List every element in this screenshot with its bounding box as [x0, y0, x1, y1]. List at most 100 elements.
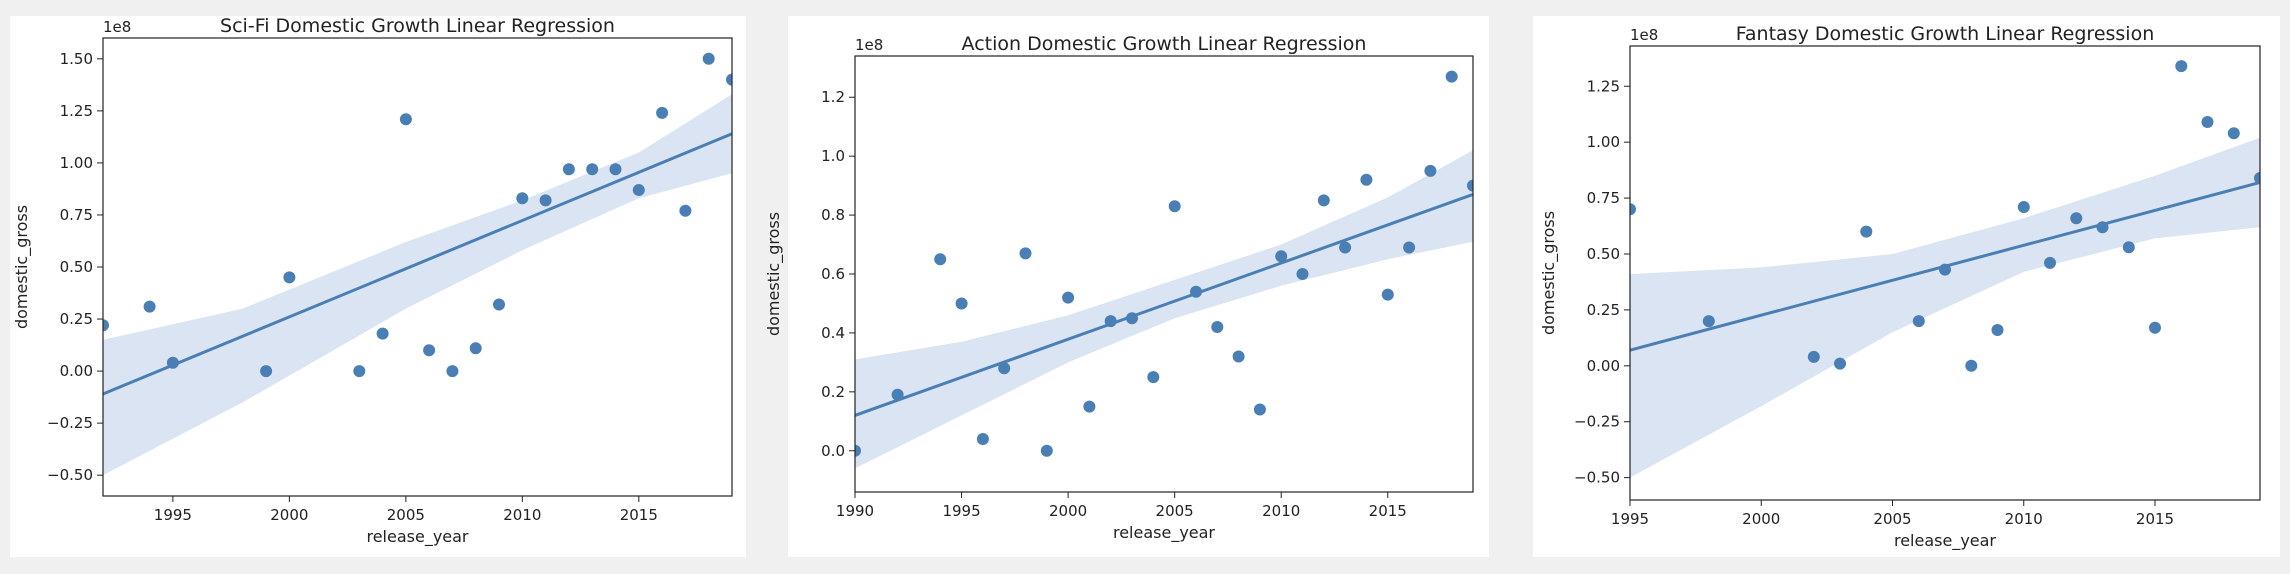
scifi-data-point [423, 344, 436, 357]
scifi-data-point [586, 163, 599, 176]
fantasy-data-point [1991, 324, 2004, 336]
fantasy-y-axis-label: domestic_gross [1539, 211, 1559, 335]
action-y-axis-label: domestic_gross [764, 212, 784, 336]
scifi-x-tick-label: 2005 [387, 506, 425, 524]
fantasy-x-tick-label: 2010 [2005, 510, 2043, 528]
scifi-regression-line [103, 132, 732, 396]
scifi-y-tick-label: 1.25 [60, 102, 93, 120]
action-data-point [976, 433, 989, 445]
fantasy-data-point [2201, 116, 2214, 128]
action-data-point [1445, 70, 1458, 83]
action-x-tick-label: 2010 [1262, 502, 1300, 520]
action-data-point [855, 444, 861, 457]
action-x-tick-label: 1990 [836, 502, 874, 520]
scifi-data-point [726, 73, 732, 86]
action-regression-line [855, 193, 1473, 417]
scifi-x-tick-label: 2010 [503, 506, 541, 524]
fantasy-axes-frame [1629, 45, 2261, 501]
scifi-data-point [446, 365, 459, 378]
scifi-y-tick-label: −0.50 [47, 466, 93, 484]
fantasy-data-point [2044, 256, 2056, 269]
action-data-point [1019, 247, 1032, 260]
action-data-point [955, 297, 968, 310]
fantasy-y-tick-label: −0.25 [1574, 413, 1620, 431]
scifi-data-point [143, 300, 156, 313]
fantasy-data-point [2070, 212, 2083, 225]
action-data-point [1296, 268, 1309, 280]
action-x-tick-label: 2005 [1156, 502, 1194, 520]
scifi-x-axis-label: release_year [366, 527, 468, 547]
scifi-chart: 1995 2000 2005 2010 2015 −0.50 −0.25 0.00 0.25 0.… [12, 15, 733, 547]
scifi-x-tick-label: 2015 [620, 506, 658, 524]
action-data-point [1147, 371, 1160, 384]
fantasy-chart-panel: 1995 2000 2005 2010 2015 −0.50 −0.25 0.00 0.25 0.… [1533, 16, 2280, 557]
fantasy-y-tick-label: 0.75 [1587, 189, 1620, 207]
action-data-point [1360, 173, 1373, 186]
scifi-data-point [702, 52, 715, 65]
action-data-point [1467, 179, 1473, 192]
action-y-tick-label: 0.8 [821, 206, 845, 224]
fantasy-x-tick-label: 1995 [1611, 510, 1649, 528]
scifi-y-tick-label: 0.75 [60, 206, 93, 224]
action-axes-frame [854, 55, 1474, 493]
action-data-point [1275, 250, 1288, 263]
action-y-tick-label: 0.6 [821, 265, 845, 283]
action-x-tick-label: 2000 [1049, 502, 1087, 520]
scifi-plot-area [103, 52, 732, 476]
scifi-data-point [353, 365, 366, 378]
fantasy-x-tick-label: 2000 [1742, 510, 1780, 528]
fantasy-data-point [1630, 203, 1636, 216]
action-y-tick-label: 1.0 [821, 147, 845, 165]
fantasy-plot-area [1630, 60, 2260, 478]
fantasy-data-point [1834, 357, 1846, 370]
scifi-data-point [283, 271, 296, 284]
action-data-point [1083, 400, 1096, 413]
scifi-data-point [679, 204, 692, 217]
scifi-data-point [469, 342, 482, 355]
action-y-tick-label: 1.2 [821, 88, 845, 106]
scifi-y-tick-label: 0.25 [60, 310, 93, 328]
scifi-confidence-band [103, 94, 732, 476]
action-chart: 1990 1995 2000 2005 2010 2015 0.0 0.2 0.4 0.6 0.8 1… [764, 33, 1474, 543]
fantasy-y-tick-label: 0.25 [1587, 301, 1620, 319]
action-data-point [1062, 291, 1075, 304]
fantasy-chart-title: Fantasy Domestic Growth Linear Regressio… [1736, 23, 2155, 45]
fantasy-chart: 1995 2000 2005 2010 2015 −0.50 −0.25 0.00 0.25 0.… [1539, 23, 2261, 551]
fantasy-x-tick-label: 2015 [2136, 510, 2174, 528]
scifi-chart-title: Sci-Fi Domestic Growth Linear Regression [220, 15, 615, 37]
fantasy-y-tick-label: 0.00 [1587, 357, 1620, 375]
scifi-y-tick-label: 0.00 [60, 362, 93, 380]
scifi-x-tick-label: 1995 [154, 506, 192, 524]
fantasy-data-point [2149, 321, 2161, 334]
fantasy-y-tick-label: 0.50 [1587, 245, 1620, 263]
scifi-data-point [103, 319, 109, 332]
fantasy-data-point [1860, 225, 1873, 238]
scifi-offset-label: 1e8 [103, 18, 131, 36]
action-y-tick-label: 0.4 [821, 324, 845, 342]
fantasy-offset-label: 1e8 [1630, 26, 1658, 44]
scifi-data-point [656, 106, 669, 119]
action-data-point [934, 253, 947, 266]
action-x-axis-label: release_year [1113, 523, 1215, 543]
fantasy-x-tick-label: 2005 [1873, 510, 1911, 528]
scifi-x-tick-label: 2000 [270, 506, 308, 524]
action-data-point [1040, 444, 1053, 457]
fantasy-data-point [2096, 221, 2109, 234]
fantasy-data-point [2175, 60, 2188, 73]
fantasy-data-point [2017, 201, 2030, 213]
action-data-point [1317, 194, 1330, 207]
action-chart-panel: 1990 1995 2000 2005 2010 2015 0.0 0.2 0.4 0.6 0.8 1… [764, 16, 1489, 557]
action-data-point [1168, 200, 1181, 213]
scifi-y-tick-label: 1.50 [60, 50, 93, 68]
action-data-point [891, 388, 904, 401]
action-y-tick-label: 0.2 [821, 383, 845, 401]
action-data-point [1339, 241, 1352, 254]
action-y-tick-label: 0.0 [821, 442, 845, 460]
action-x-tick-label: 2015 [1369, 502, 1407, 520]
action-data-point [1190, 285, 1202, 298]
action-data-point [1126, 312, 1138, 325]
scifi-data-point [399, 113, 412, 126]
action-data-point [1253, 403, 1266, 416]
scifi-data-point [539, 194, 552, 207]
fantasy-confidence-band [1630, 137, 2260, 478]
